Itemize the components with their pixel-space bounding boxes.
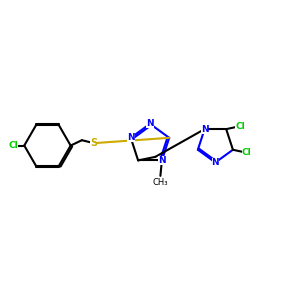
Text: Cl: Cl <box>235 122 245 131</box>
Text: N: N <box>212 158 219 167</box>
Text: S: S <box>90 138 98 148</box>
Text: CH₃: CH₃ <box>153 178 168 187</box>
Text: N: N <box>146 119 154 128</box>
Text: Cl: Cl <box>8 141 18 150</box>
Text: Cl: Cl <box>242 148 251 157</box>
Text: N: N <box>201 124 208 134</box>
Text: N: N <box>158 156 166 165</box>
Text: N: N <box>127 133 135 142</box>
